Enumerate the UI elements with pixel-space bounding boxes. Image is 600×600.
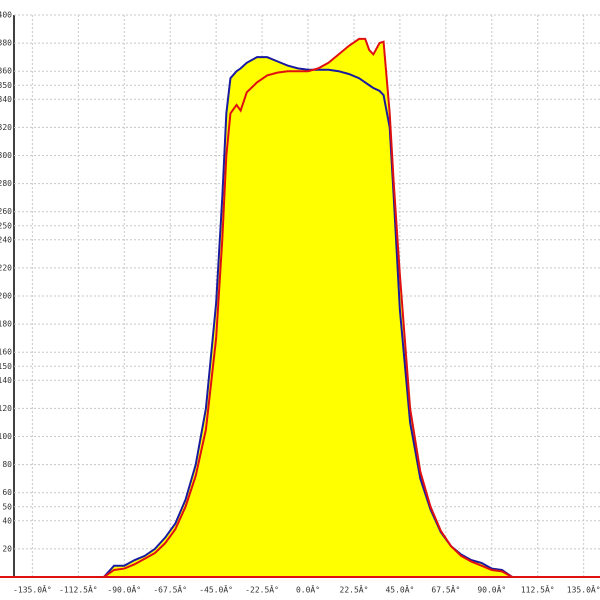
x-tick-label: -135.0Â° [13,584,52,595]
x-tick-label: -67.5Â° [153,584,187,595]
y-tick-label: 380 [0,39,12,48]
x-tick-label: -45.0Â° [199,584,233,595]
y-tick-label: 240 [0,235,12,244]
y-tick-label: 20 [2,544,12,553]
y-tick-label: 350 [0,81,12,90]
x-tick-label: 45.0Â° [385,584,414,595]
y-tick-label: 300 [0,151,12,160]
x-tick-label: 0.0Â° [296,584,320,595]
y-tick-label: 220 [0,263,12,272]
y-tick-label: 200 [0,292,12,301]
y-tick-label: 280 [0,179,12,188]
x-tick-label: 112.5Â° [521,584,555,595]
y-tick-label: 40 [2,516,12,525]
y-tick-label: 360 [0,67,12,76]
x-tick-label: 22.5Â° [340,584,369,595]
y-tick-label: 260 [0,207,12,216]
x-tick-label: 135.0Â° [567,584,600,595]
area-fill [103,38,513,577]
y-tick-label: 50 [2,502,12,511]
x-tick-label: -112.5Â° [59,584,98,595]
x-tick-label: -22.5Â° [245,584,279,595]
y-tick-label: 60 [2,488,12,497]
y-tick-label: 320 [0,123,12,132]
y-tick-label: 80 [2,460,12,469]
y-tick-label: 180 [0,320,12,329]
x-tick-label: 67.5Â° [431,584,460,595]
y-tick-label: 140 [0,376,12,385]
y-tick-label: 100 [0,432,12,441]
y-tick-label: 160 [0,348,12,357]
y-tick-label: 120 [0,404,12,413]
x-tick-label: -90.0Â° [107,584,141,595]
y-tick-label: 250 [0,221,12,230]
y-tick-label: 340 [0,95,12,104]
y-tick-label: 150 [0,362,12,371]
y-tick-label: 400 [0,11,12,20]
series-line [103,37,513,578]
x-tick-label: 90.0Â° [477,584,506,595]
